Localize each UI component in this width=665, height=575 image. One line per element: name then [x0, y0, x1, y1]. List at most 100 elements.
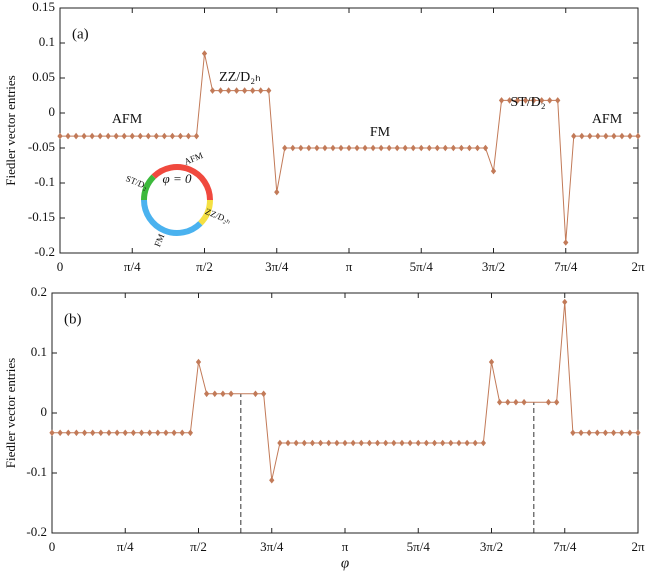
marker: [402, 144, 408, 152]
phase-label: FM: [370, 125, 391, 140]
phase-label: AFM: [592, 112, 623, 127]
marker: [298, 144, 304, 152]
marker: [448, 439, 454, 447]
y-tick-label: 0: [49, 104, 56, 119]
phase-label: ZZ/D₂ₕ: [219, 70, 261, 85]
y-tick-label: 0.1: [39, 34, 55, 49]
marker: [563, 239, 569, 246]
x-tick-label: 2π: [631, 539, 645, 554]
marker: [121, 132, 127, 140]
marker: [619, 132, 625, 140]
inset-label: φ = 0: [163, 171, 192, 186]
x-tick-label: 3π/4: [260, 539, 284, 554]
marker: [274, 188, 280, 196]
marker: [586, 429, 592, 437]
marker: [391, 439, 397, 447]
marker: [209, 87, 216, 94]
arc-label: ST/D₂: [124, 173, 149, 191]
marker: [570, 429, 576, 437]
marker: [317, 439, 324, 447]
marker: [610, 429, 617, 437]
marker: [90, 429, 96, 437]
marker: [163, 429, 169, 437]
marker: [187, 429, 194, 437]
arc-label: FM: [152, 232, 166, 248]
marker: [374, 439, 381, 447]
marker: [522, 97, 529, 104]
marker: [418, 144, 424, 152]
marker: [440, 439, 446, 447]
marker: [220, 390, 226, 398]
marker: [252, 390, 259, 398]
marker: [539, 97, 545, 104]
marker: [579, 132, 585, 140]
marker: [635, 132, 641, 140]
x-tick-label: 0: [49, 539, 56, 554]
marker: [137, 132, 143, 140]
marker: [442, 144, 448, 152]
marker: [81, 429, 88, 437]
marker: [488, 358, 495, 366]
marker: [578, 429, 584, 437]
marker: [466, 144, 473, 152]
marker: [474, 144, 481, 152]
marker: [161, 132, 168, 140]
marker: [269, 476, 275, 484]
x-tick-label: 0: [57, 259, 64, 274]
marker: [130, 429, 137, 437]
marker: [260, 390, 267, 398]
marker: [415, 439, 421, 447]
marker: [450, 144, 457, 152]
marker: [594, 429, 600, 437]
marker: [330, 144, 336, 152]
marker: [514, 97, 521, 104]
marker: [394, 144, 400, 152]
y-tick-label: -0.2: [26, 524, 47, 539]
marker: [217, 87, 224, 94]
marker: [155, 429, 161, 437]
marker: [113, 132, 119, 140]
marker: [458, 144, 465, 152]
y-tick-label: -0.1: [26, 464, 47, 479]
x-axis-label: φ: [341, 555, 349, 571]
marker: [81, 132, 87, 140]
marker: [378, 144, 384, 152]
marker: [399, 439, 405, 447]
x-tick-label: 5π/4: [410, 259, 434, 274]
x-tick-label: π/2: [196, 259, 213, 274]
marker: [407, 439, 413, 447]
marker: [480, 439, 487, 447]
marker: [322, 144, 328, 152]
marker: [346, 144, 352, 152]
marker: [282, 144, 288, 152]
x-tick-label: 3π/2: [480, 539, 503, 554]
marker: [285, 439, 291, 447]
panel-label: (b): [64, 311, 82, 327]
y-tick-label: 0.15: [32, 0, 55, 14]
marker: [241, 87, 248, 94]
marker: [89, 132, 95, 140]
marker: [250, 87, 256, 94]
x-tick-label: π/4: [124, 259, 141, 274]
marker: [65, 132, 71, 140]
marker: [212, 390, 218, 398]
marker: [179, 429, 185, 437]
marker: [177, 132, 184, 140]
marker: [73, 132, 79, 140]
phase-label: ST/D₂: [510, 95, 545, 110]
marker: [530, 97, 537, 104]
y-tick-label: -0.05: [28, 139, 55, 154]
x-tick-label: π/2: [190, 539, 207, 554]
phase-arc: [151, 164, 213, 201]
marker: [314, 144, 320, 152]
marker: [106, 429, 112, 437]
marker: [258, 87, 264, 94]
marker: [627, 132, 633, 140]
marker: [358, 439, 364, 447]
marker: [587, 132, 593, 140]
marker: [426, 144, 432, 152]
marker: [635, 429, 641, 437]
y-tick-label: -0.1: [34, 174, 55, 189]
marker: [334, 439, 340, 447]
